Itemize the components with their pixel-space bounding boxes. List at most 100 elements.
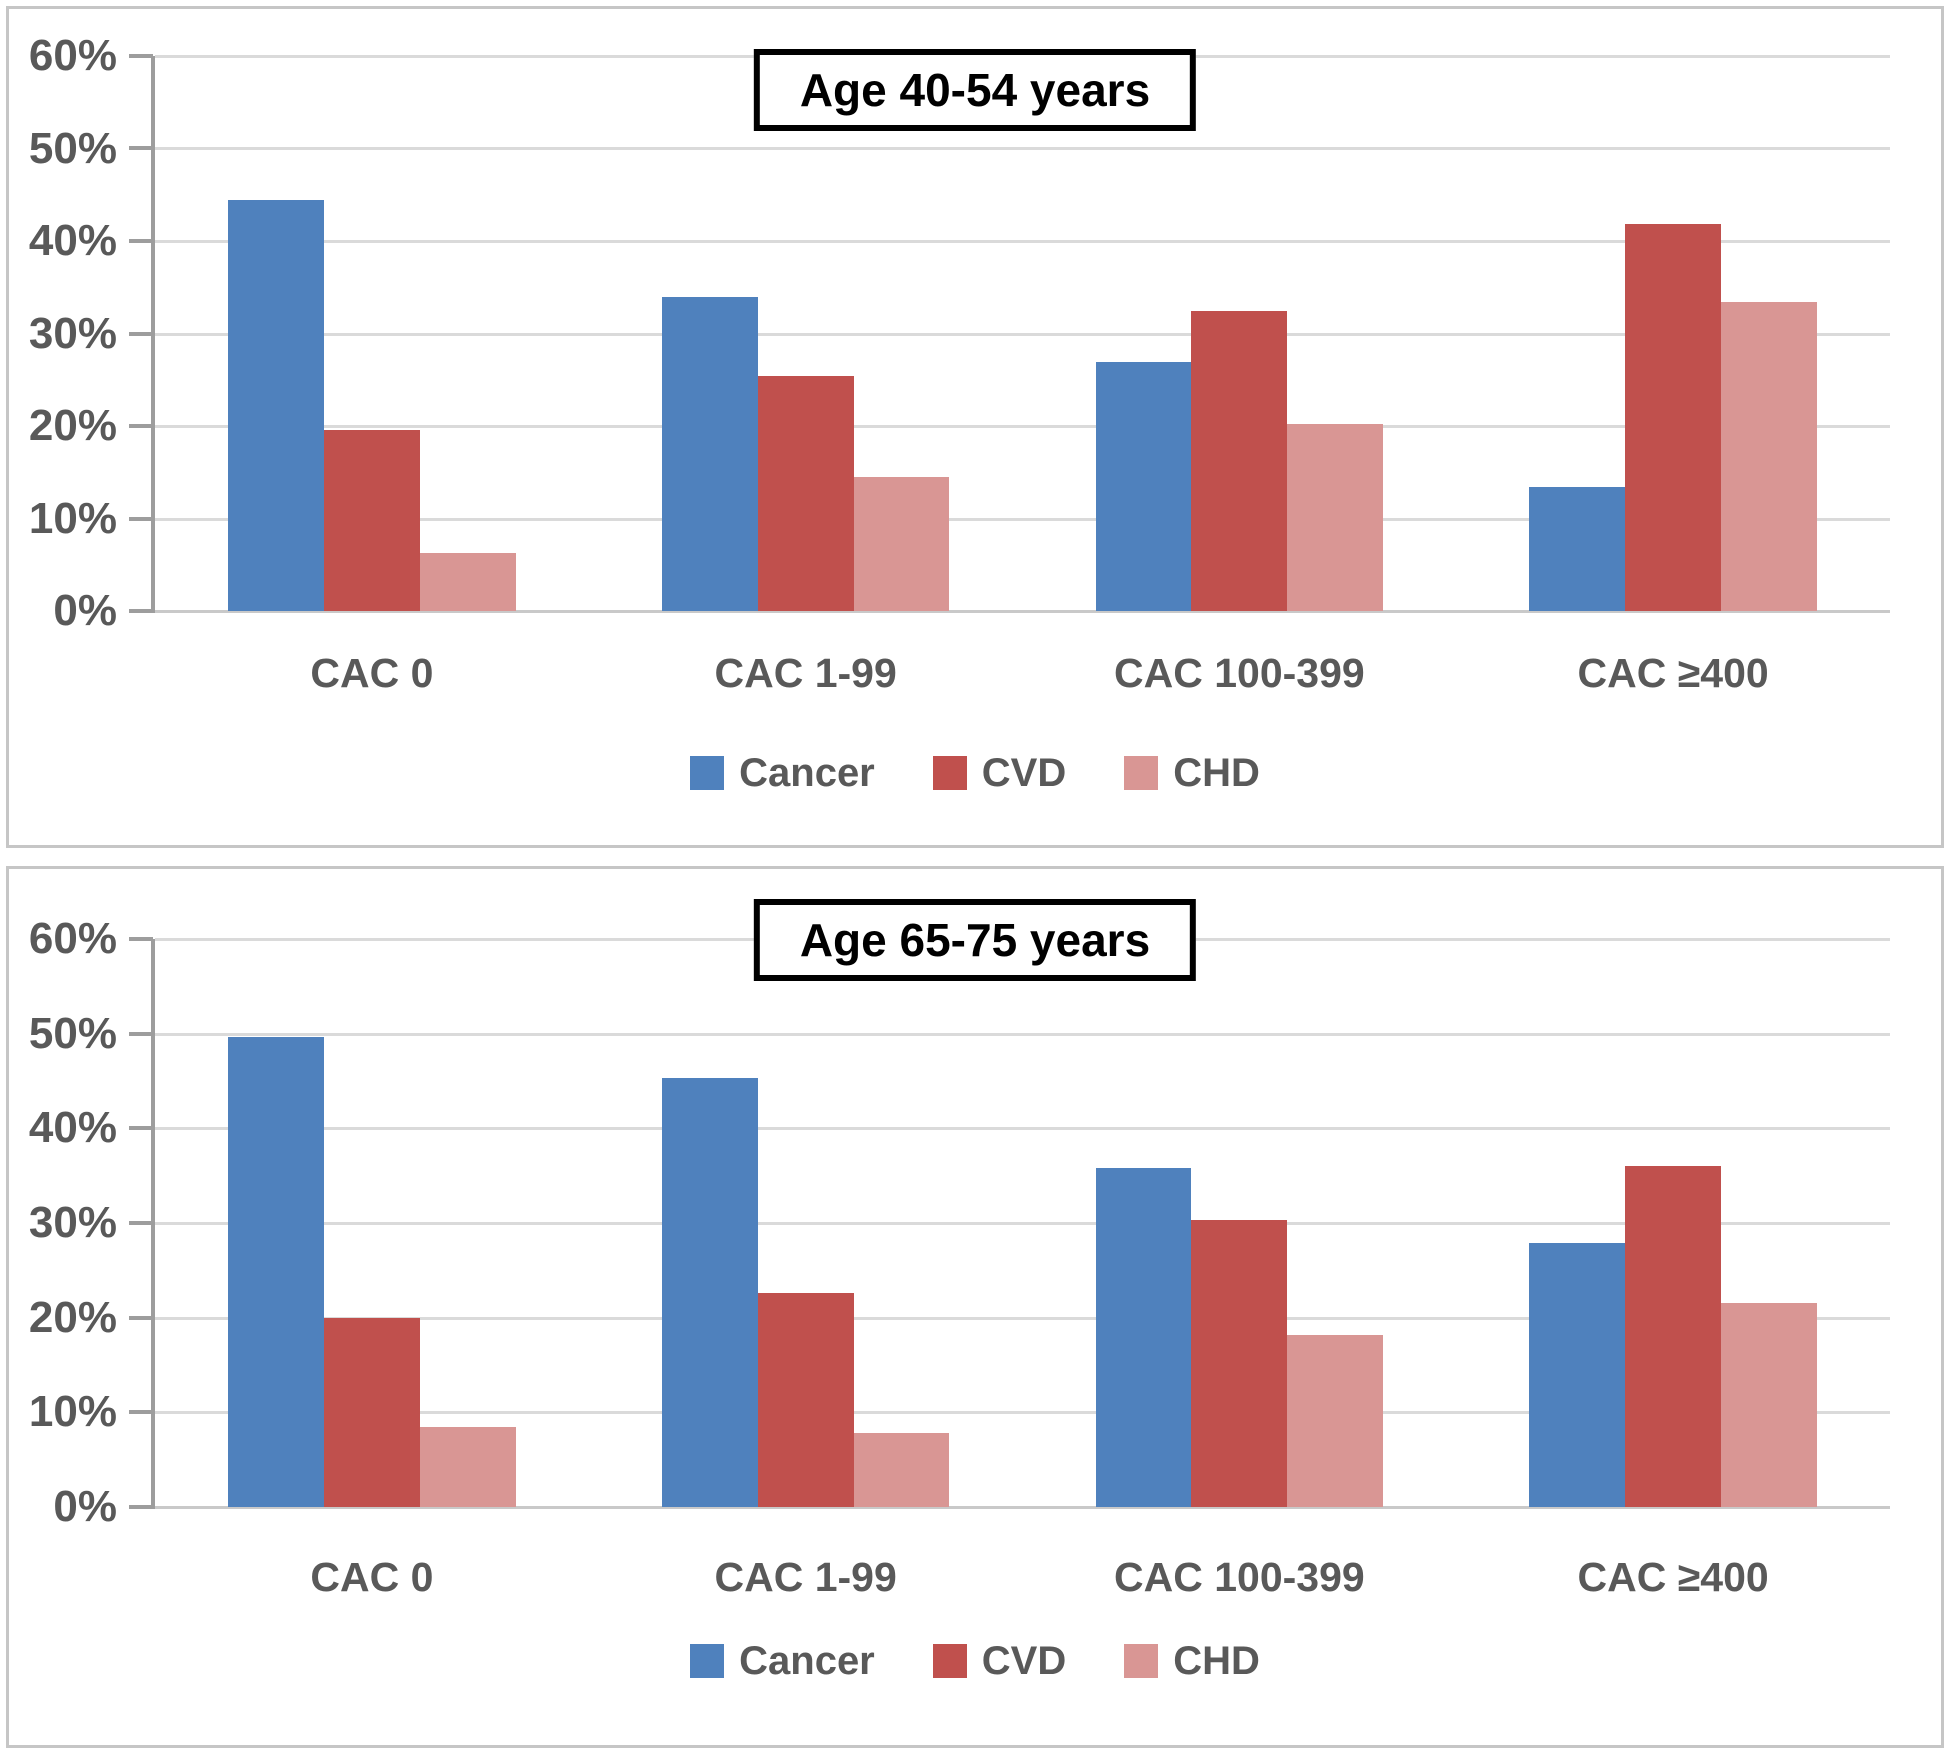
gridline-20% <box>155 1316 1890 1320</box>
bar-40-54-cac-ge-400-cvd <box>1625 224 1722 611</box>
bar-40-54-cac-1-99-cancer <box>661 296 758 611</box>
y-axis-tick <box>129 238 153 243</box>
y-axis-tick-label: 0% <box>53 1482 117 1531</box>
gridline-40% <box>155 1127 1890 1131</box>
y-axis-tick <box>129 1126 153 1131</box>
bar-group-cac-ge-400 <box>1456 56 1890 611</box>
x-axis-category-label-cac-0: CAC 0 <box>310 650 434 696</box>
gridline-30% <box>155 332 1890 336</box>
bar-40-54-cac-1-99-chd <box>853 476 950 611</box>
bar-groups <box>155 56 1890 611</box>
y-axis-labels: 60% 50% 40% 30% 20% 10% 0% <box>9 31 141 635</box>
gridline-40% <box>155 239 1890 243</box>
y-axis-tick <box>129 1410 153 1415</box>
y-axis-tick-label: 0% <box>53 586 117 635</box>
bar-groups <box>155 939 1890 1507</box>
legend-label-cvd: CVD <box>981 1638 1067 1683</box>
bar-group-cac-1-99 <box>589 939 1023 1507</box>
gridline-10% <box>155 517 1890 521</box>
legend-swatch-cvd <box>932 756 967 790</box>
legend-label-cvd: CVD <box>981 750 1067 795</box>
x-axis-category-label-cac-100-399: CAC 100-399 <box>1114 1554 1365 1600</box>
legend-swatch-chd <box>1124 1644 1159 1678</box>
legend-item-chd: CHD <box>1124 1639 1260 1684</box>
y-axis-tick-label: 60% <box>28 914 117 963</box>
y-axis-tick <box>129 937 153 941</box>
bar-65-75-cac-100-399-cancer <box>1095 1168 1192 1507</box>
y-axis-tick <box>129 1221 153 1225</box>
legend-swatch-cvd <box>932 1644 967 1678</box>
bar-65-75-cac-0-cancer <box>228 1037 324 1507</box>
x-axis-labels: CAC 0 CAC 1-99 CAC 100-399 CAC ≥400 <box>155 1551 1890 1603</box>
bar-40-54-cac-100-399-cvd <box>1191 311 1288 611</box>
chart-title-age-65-75: Age 65-75 years <box>753 899 1197 981</box>
legend-item-cvd: CVD <box>932 1638 1067 1684</box>
y-axis-tick <box>129 423 153 428</box>
x-axis-category-label-cac-0: CAC 0 <box>310 1554 434 1600</box>
bar-65-75-cac-ge-400-cancer <box>1529 1242 1626 1507</box>
bar-40-54-cac-ge-400-chd <box>1721 302 1817 611</box>
chart-title-age-40-54: Age 40-54 years <box>753 49 1197 131</box>
y-axis-tick-label: 50% <box>28 123 117 173</box>
bar-group-cac-1-99 <box>589 56 1023 611</box>
bar-group-cac-ge-400 <box>1456 939 1890 1507</box>
bar-40-54-cac-1-99-cvd <box>757 376 854 611</box>
y-axis-tick-label: 30% <box>28 1198 117 1247</box>
bar-group-cac-100-399 <box>1023 939 1457 1507</box>
y-axis-tick-label: 50% <box>28 1008 117 1058</box>
bar-40-54-cac-0-chd <box>419 552 516 611</box>
legend-swatch-chd <box>1124 756 1159 790</box>
legend: Cancer CVD CHD <box>9 1635 1941 1687</box>
legend-swatch-cancer <box>690 756 725 790</box>
y-axis-tick <box>129 609 153 613</box>
bar-group-cac-0 <box>155 56 589 611</box>
bar-40-54-cac-0-cancer <box>228 200 324 611</box>
x-axis-category-label-cac-100-399: CAC 100-399 <box>1114 650 1365 696</box>
bar-40-54-cac-100-399-cancer <box>1095 362 1192 611</box>
legend-label-chd: CHD <box>1173 750 1260 795</box>
y-axis-tick <box>129 516 153 521</box>
legend-label-chd: CHD <box>1173 1638 1260 1683</box>
y-axis-tick-label: 20% <box>28 401 117 450</box>
legend-item-cvd: CVD <box>932 750 1067 796</box>
x-axis-labels: CAC 0 CAC 1-99 CAC 100-399 CAC ≥400 <box>155 647 1890 699</box>
legend-label-cancer: Cancer <box>739 1638 875 1683</box>
gridline-0% <box>155 610 1890 613</box>
bar-65-75-cac-ge-400-cvd <box>1625 1166 1722 1507</box>
gridline-0% <box>155 1506 1890 1509</box>
y-axis-tick <box>129 54 153 58</box>
y-axis-tick <box>129 331 153 336</box>
bar-65-75-cac-0-chd <box>419 1427 516 1507</box>
y-axis-tick-label: 30% <box>28 308 117 358</box>
x-axis-category-label-cac-1-99: CAC 1-99 <box>714 650 897 696</box>
gridline-30% <box>155 1222 1890 1225</box>
x-axis-category-label-cac-ge-400: CAC ≥400 <box>1577 1554 1769 1600</box>
y-axis-tick-label: 20% <box>28 1292 117 1342</box>
bar-65-75-cac-1-99-chd <box>853 1433 950 1507</box>
legend: Cancer CVD CHD <box>9 747 1941 799</box>
y-axis-tick <box>129 1505 153 1509</box>
y-axis-tick-label: 60% <box>28 31 117 80</box>
y-axis-line <box>151 56 155 613</box>
bar-65-75-cac-1-99-cvd <box>757 1293 854 1507</box>
gridline-50% <box>155 1032 1890 1036</box>
y-axis-tick-label: 10% <box>28 493 117 543</box>
y-axis-tick <box>129 1315 153 1320</box>
legend-item-cancer: Cancer <box>690 1639 875 1684</box>
bar-40-54-cac-ge-400-cancer <box>1529 487 1626 611</box>
bar-65-75-cac-100-399-chd <box>1287 1334 1384 1507</box>
bar-65-75-cac-0-cvd <box>323 1317 420 1507</box>
y-axis-tick-label: 40% <box>28 1103 117 1153</box>
legend-swatch-cancer <box>690 1644 725 1678</box>
bar-65-75-cac-100-399-cvd <box>1191 1220 1288 1507</box>
plot-area <box>129 937 1890 1509</box>
y-axis-tick-label: 40% <box>28 216 117 265</box>
gridline-20% <box>155 424 1890 428</box>
legend-item-chd: CHD <box>1124 751 1260 796</box>
legend-label-cancer: Cancer <box>739 750 875 795</box>
x-axis-category-label-cac-ge-400: CAC ≥400 <box>1577 650 1769 696</box>
gridline-10% <box>155 1411 1890 1415</box>
bar-65-75-cac-1-99-cancer <box>661 1078 758 1507</box>
y-axis-tick <box>129 146 153 151</box>
bar-40-54-cac-0-cvd <box>323 429 420 611</box>
